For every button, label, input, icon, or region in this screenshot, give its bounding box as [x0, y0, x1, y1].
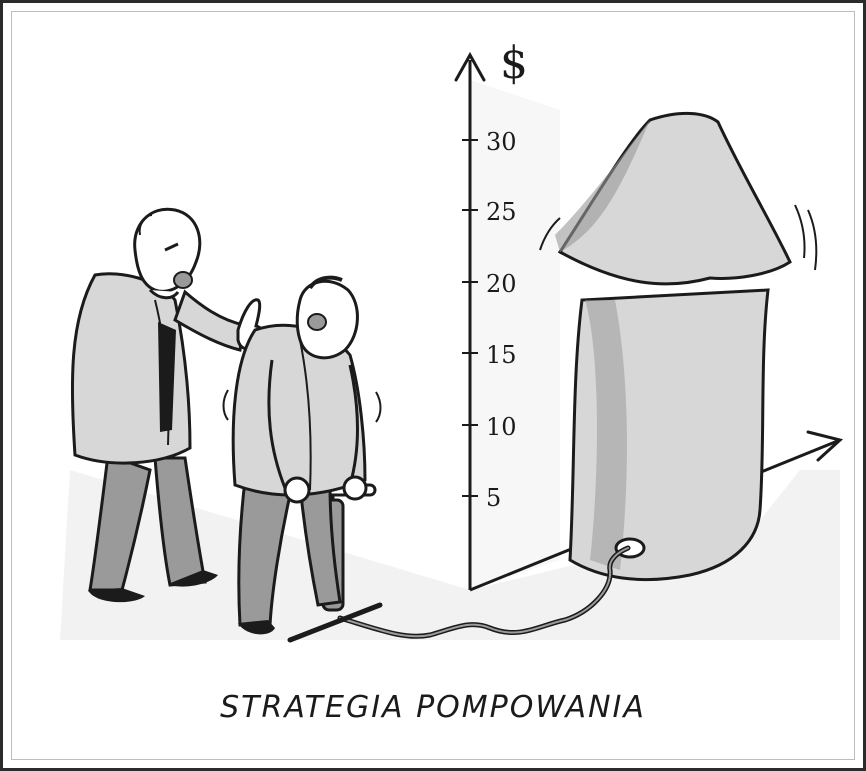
- tick-marks: [462, 139, 478, 497]
- inflatable-arrow: [539, 111, 818, 582]
- tick-label-5: 5: [486, 484, 501, 512]
- tick-label-20: 20: [486, 270, 517, 298]
- man-pumping: [222, 275, 382, 635]
- cartoon-caption: STRATEGIA POMPOWANIA: [220, 690, 646, 725]
- y-axis: $ 30 25 20 15 10 5: [454, 38, 528, 590]
- tick-label-30: 30: [486, 128, 517, 156]
- tick-label-25: 25: [486, 198, 517, 226]
- tick-label-15: 15: [486, 341, 517, 369]
- tick-label-10: 10: [486, 413, 517, 441]
- y-axis-unit: $: [500, 38, 528, 89]
- man-thumbs-up: [70, 207, 266, 603]
- frame-inner-border: [11, 11, 855, 760]
